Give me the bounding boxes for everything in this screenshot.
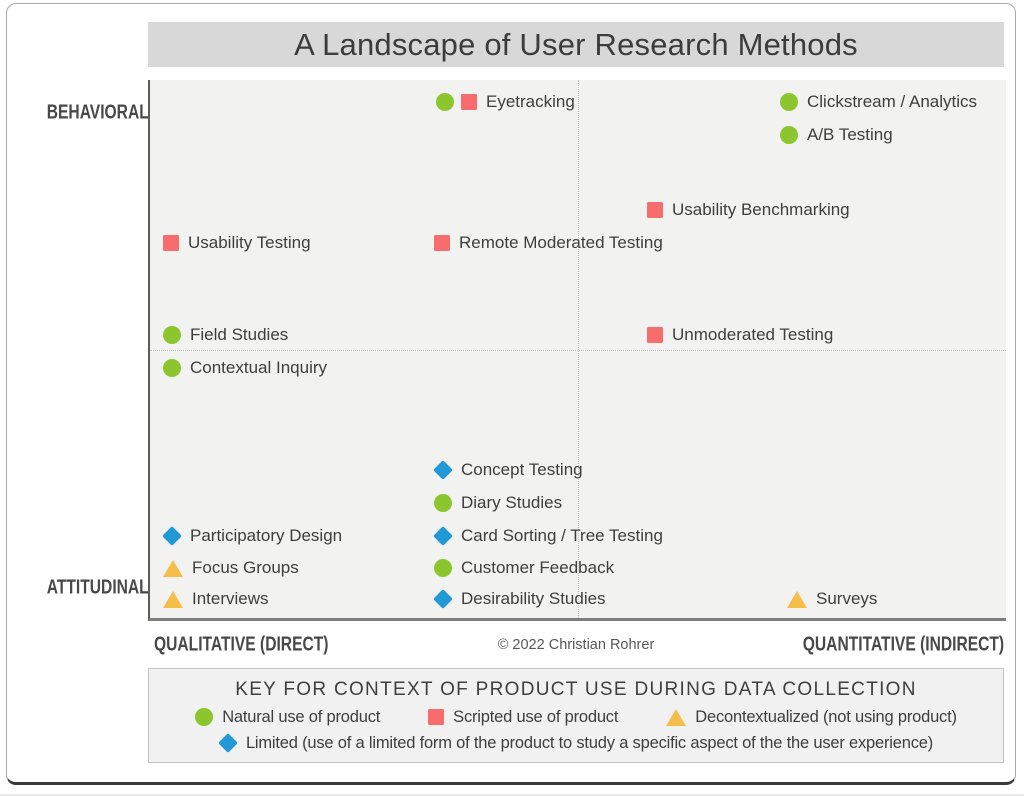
triangle-marker-icon — [163, 590, 183, 608]
key-title: KEY FOR CONTEXT OF PRODUCT USE DURING DA… — [235, 678, 917, 700]
plot-item: Participatory Design — [162, 526, 343, 546]
plot-item-label: Focus Groups — [192, 558, 299, 577]
plot-item-label: Contextual Inquiry — [190, 358, 328, 377]
key-item: Natural use of product — [195, 708, 380, 727]
diamond-marker-icon — [433, 589, 453, 609]
plot-item-label: Desirability Studies — [461, 589, 606, 608]
square-marker-icon — [434, 235, 450, 251]
square-marker-icon — [647, 202, 663, 218]
key-item: Limited (use of a limited form of the pr… — [218, 733, 934, 753]
diamond-marker-icon — [433, 460, 453, 480]
plot-item: Focus Groups — [163, 558, 299, 578]
x-axis-row: QUALITATIVE (DIRECT) © 2022 Christian Ro… — [148, 631, 1004, 659]
plot-item: Customer Feedback — [434, 558, 614, 578]
plot-item: A/B Testing — [780, 125, 893, 145]
quadrant-divider-horizontal — [150, 350, 1006, 351]
plot-item-label: Interviews — [192, 589, 269, 608]
plot-item-label: Eyetracking — [486, 92, 575, 111]
circle-marker-icon — [780, 126, 798, 144]
plot-item-label: Clickstream / Analytics — [807, 92, 978, 111]
key-row: Natural use of product Scripted use of pr… — [195, 708, 957, 727]
plot-item-label: Concept Testing — [461, 460, 583, 479]
plot-item-label: Usability Testing — [188, 233, 311, 252]
plot-item: Desirability Studies — [433, 589, 606, 609]
circle-marker-icon — [780, 93, 798, 111]
key-item-label: Scripted use of product — [453, 707, 619, 726]
y-axis-label-behavioral: BEHAVIORAL — [46, 101, 149, 124]
plot-item-label: A/B Testing — [807, 125, 893, 144]
circle-marker-icon — [195, 708, 214, 726]
copyright-text: © 2022 Christian Rohrer — [497, 637, 655, 653]
key-item: Decontextualized (not using product) — [666, 708, 957, 727]
plot-item-label: Customer Feedback — [461, 558, 615, 577]
square-marker-icon — [461, 94, 477, 110]
plot-item: Remote Moderated Testing — [434, 233, 663, 253]
plot-item: Diary Studies — [434, 493, 562, 513]
plot-item: Field Studies — [163, 325, 288, 345]
title-bar: A Landscape of User Research Methods — [148, 22, 1004, 67]
diamond-marker-icon — [218, 733, 238, 753]
circle-marker-icon — [163, 326, 181, 344]
plot-area: Eyetracking Clickstream / Analytics A/B Te… — [148, 80, 1006, 621]
plot-item: Interviews — [163, 589, 269, 609]
plot-item: Eyetracking — [436, 92, 575, 112]
triangle-marker-icon — [666, 708, 687, 726]
plot-item-label: Remote Moderated Testing — [459, 233, 663, 252]
plot-item: Contextual Inquiry — [163, 358, 327, 378]
key-item-label: Limited (use of a limited form of the pr… — [245, 733, 934, 752]
plot-item: Surveys — [787, 589, 877, 609]
key-item-label: Natural use of product — [222, 707, 381, 726]
bottom-edge-line — [0, 794, 1024, 796]
circle-marker-icon — [434, 559, 452, 577]
plot-item-label: Card Sorting / Tree Testing — [461, 526, 663, 545]
plot-item-label: Usability Benchmarking — [672, 200, 850, 219]
key-item-label: Decontextualized (not using product) — [695, 707, 957, 726]
key-item: Scripted use of product — [428, 708, 618, 727]
key-row: Limited (use of a limited form of the pr… — [218, 733, 934, 753]
square-marker-icon — [647, 327, 663, 343]
circle-marker-icon — [436, 93, 454, 111]
plot-item: Card Sorting / Tree Testing — [433, 526, 663, 546]
plot-item-label: Surveys — [816, 589, 878, 608]
plot-item: Concept Testing — [433, 460, 583, 480]
diamond-marker-icon — [433, 526, 453, 546]
circle-marker-icon — [163, 359, 181, 377]
plot-item-label: Diary Studies — [461, 493, 563, 512]
diamond-marker-icon — [162, 526, 182, 546]
triangle-marker-icon — [787, 590, 807, 608]
triangle-marker-icon — [163, 559, 183, 577]
plot-item: Unmoderated Testing — [647, 325, 833, 345]
square-marker-icon — [163, 235, 179, 251]
plot-item: Usability Testing — [163, 233, 311, 253]
plot-item-label: Field Studies — [190, 325, 289, 344]
plot-item-label: Unmoderated Testing — [672, 325, 834, 344]
plot-item: Clickstream / Analytics — [780, 92, 977, 112]
key-box: KEY FOR CONTEXT OF PRODUCT USE DURING DA… — [148, 668, 1004, 763]
circle-marker-icon — [434, 494, 452, 512]
x-axis-label-qualitative: QUALITATIVE (DIRECT) — [154, 633, 329, 656]
y-axis-label-attitudinal: ATTITUDINAL — [46, 576, 149, 599]
x-axis-label-quantitative: QUANTITATIVE (INDIRECT) — [802, 633, 1004, 656]
square-marker-icon — [428, 709, 445, 725]
page-title: A Landscape of User Research Methods — [294, 26, 858, 62]
quadrant-divider-vertical — [578, 80, 579, 618]
plot-item: Usability Benchmarking — [647, 200, 850, 220]
plot-item-label: Participatory Design — [190, 526, 343, 545]
